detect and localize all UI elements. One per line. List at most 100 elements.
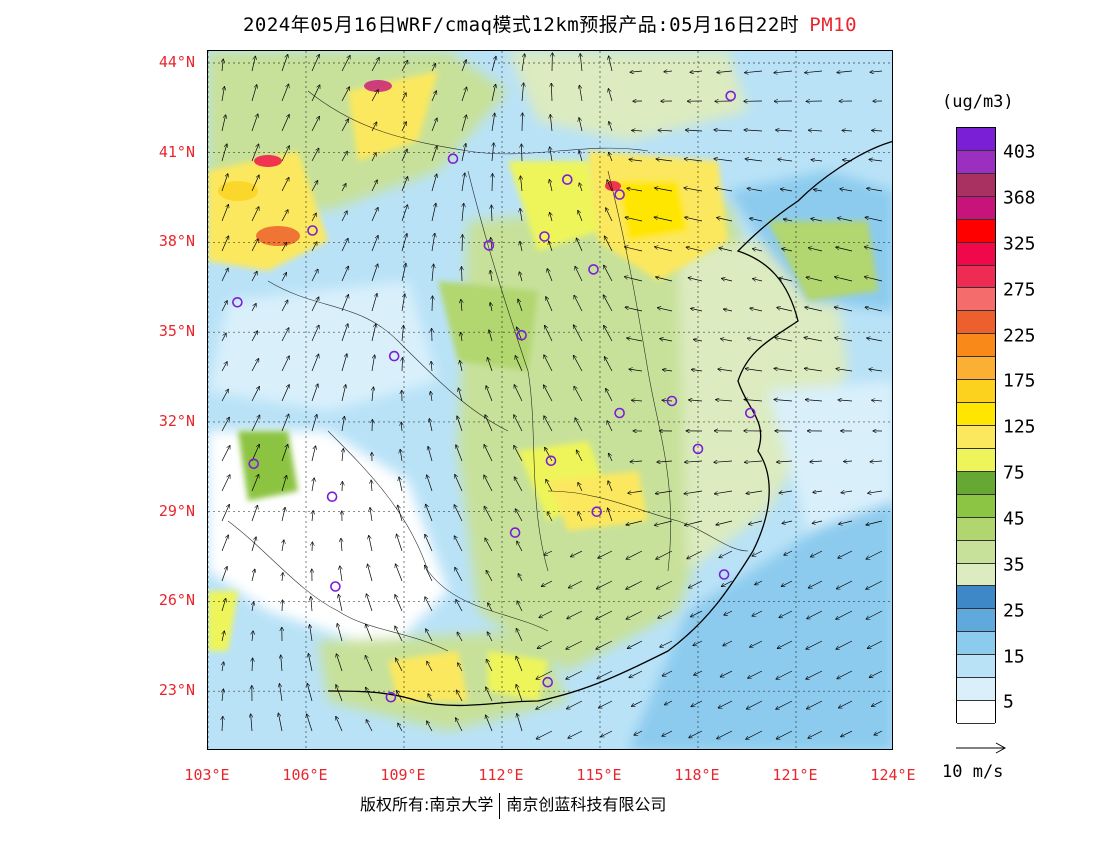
wind-arrow — [571, 550, 583, 557]
lon-label: 124°E — [870, 766, 916, 784]
wind-arrow — [781, 189, 793, 191]
wind-arrow — [516, 656, 523, 672]
wind-arrow — [714, 461, 733, 462]
wind-arrow — [811, 550, 823, 557]
colorbar-segment — [957, 448, 995, 472]
wind-arrow — [427, 662, 433, 672]
wind-arrow — [401, 93, 406, 102]
wind-arrow — [311, 297, 319, 312]
wind-arrow — [280, 684, 283, 702]
colorbar-tick-label: 175 — [1003, 370, 1036, 392]
wind-arrow — [746, 490, 763, 494]
wind-arrow — [579, 183, 582, 192]
wind-arrow — [775, 338, 793, 342]
wind-arrow — [221, 333, 226, 342]
wind-arrow — [221, 115, 226, 132]
wind-arrow — [427, 721, 433, 732]
wind-arrow — [222, 631, 224, 642]
wind-arrow — [222, 717, 223, 732]
wind-arrow — [777, 461, 793, 462]
wind-arrow — [841, 491, 853, 493]
wind-arrow — [456, 600, 463, 612]
wind-reference-label: 10 m/s — [942, 762, 1004, 782]
wind-arrow — [835, 307, 853, 312]
city-marker — [561, 174, 573, 185]
wind-arrow — [658, 308, 673, 312]
wind-arrow — [544, 385, 553, 402]
wind-arrow — [715, 188, 733, 192]
wind-arrow — [401, 205, 408, 222]
city-marker — [614, 189, 625, 200]
city-marker — [591, 506, 603, 518]
wind-arrow — [609, 454, 613, 462]
wind-arrow — [662, 730, 673, 736]
wind-arrow — [776, 730, 793, 739]
wind-arrow — [428, 694, 433, 702]
colorbar-tick-label: 75 — [1003, 462, 1025, 484]
colorbar-segment — [957, 311, 995, 335]
colorbar-tick-label: 25 — [1003, 600, 1025, 622]
wind-arrow — [341, 239, 348, 252]
wind-arrow — [221, 87, 224, 102]
city-marker — [447, 153, 459, 164]
wind-arrow — [603, 295, 613, 312]
wind-arrow — [366, 687, 373, 702]
wind-arrow — [462, 235, 463, 252]
wind-arrow — [485, 538, 493, 552]
wind-arrow — [492, 174, 493, 192]
wind-arrow — [837, 670, 853, 679]
wind-arrow — [753, 249, 763, 251]
city-marker — [326, 491, 338, 503]
wind-arrow — [658, 610, 673, 618]
wind-arrow — [371, 208, 378, 222]
city-marker — [725, 90, 737, 102]
wind-arrow — [281, 328, 289, 342]
wind-arrow — [609, 56, 613, 72]
wind-arrow — [397, 534, 403, 552]
wind-arrow — [656, 277, 673, 282]
wind-arrow — [282, 600, 283, 612]
colorbar-segment — [957, 586, 995, 610]
wind-arrow — [688, 278, 703, 282]
wind-arrow — [401, 264, 406, 282]
wind-arrow — [774, 400, 793, 402]
wind-arrow — [251, 445, 259, 462]
wind-arrow — [628, 640, 643, 648]
wind-arrow — [866, 610, 883, 619]
lat-label: 23°N — [158, 681, 195, 700]
wind-arrow — [576, 238, 583, 252]
wind-arrow — [251, 359, 259, 372]
wind-arrow — [843, 160, 853, 161]
wind-arrow — [311, 148, 319, 162]
wind-arrow — [521, 176, 523, 192]
wind-arrow — [312, 478, 314, 492]
wind-arrow — [311, 384, 318, 402]
wind-arrow — [626, 610, 643, 619]
wind-arrow — [428, 447, 433, 462]
wind-arrow — [567, 610, 583, 619]
wind-arrow — [807, 700, 823, 709]
wind-arrow — [281, 414, 289, 432]
wind-arrow — [718, 369, 733, 371]
wind-arrow — [722, 279, 733, 282]
wind-arrow — [371, 153, 376, 162]
wind-arrow — [308, 654, 313, 672]
wind-arrow — [721, 670, 733, 677]
colorbar-segment — [957, 678, 995, 702]
wind-arrow — [366, 720, 373, 732]
colorbar-segment — [957, 242, 995, 266]
wind-arrow — [341, 324, 348, 342]
copyright-company: 南京创蓝科技有限公司 — [506, 795, 667, 814]
colorbar-segment — [957, 494, 995, 518]
wind-arrow — [311, 415, 317, 432]
wind-arrow — [719, 550, 733, 558]
wind-arrow — [776, 130, 793, 131]
colorbar-segment — [957, 655, 995, 679]
colorbar-segment — [957, 196, 995, 220]
wind-arrow — [841, 730, 853, 737]
wind-arrow — [311, 85, 320, 102]
wind-arrow — [872, 130, 883, 131]
wind-arrow — [782, 249, 793, 251]
wind-arrow — [549, 180, 553, 192]
city-marker — [388, 350, 400, 362]
